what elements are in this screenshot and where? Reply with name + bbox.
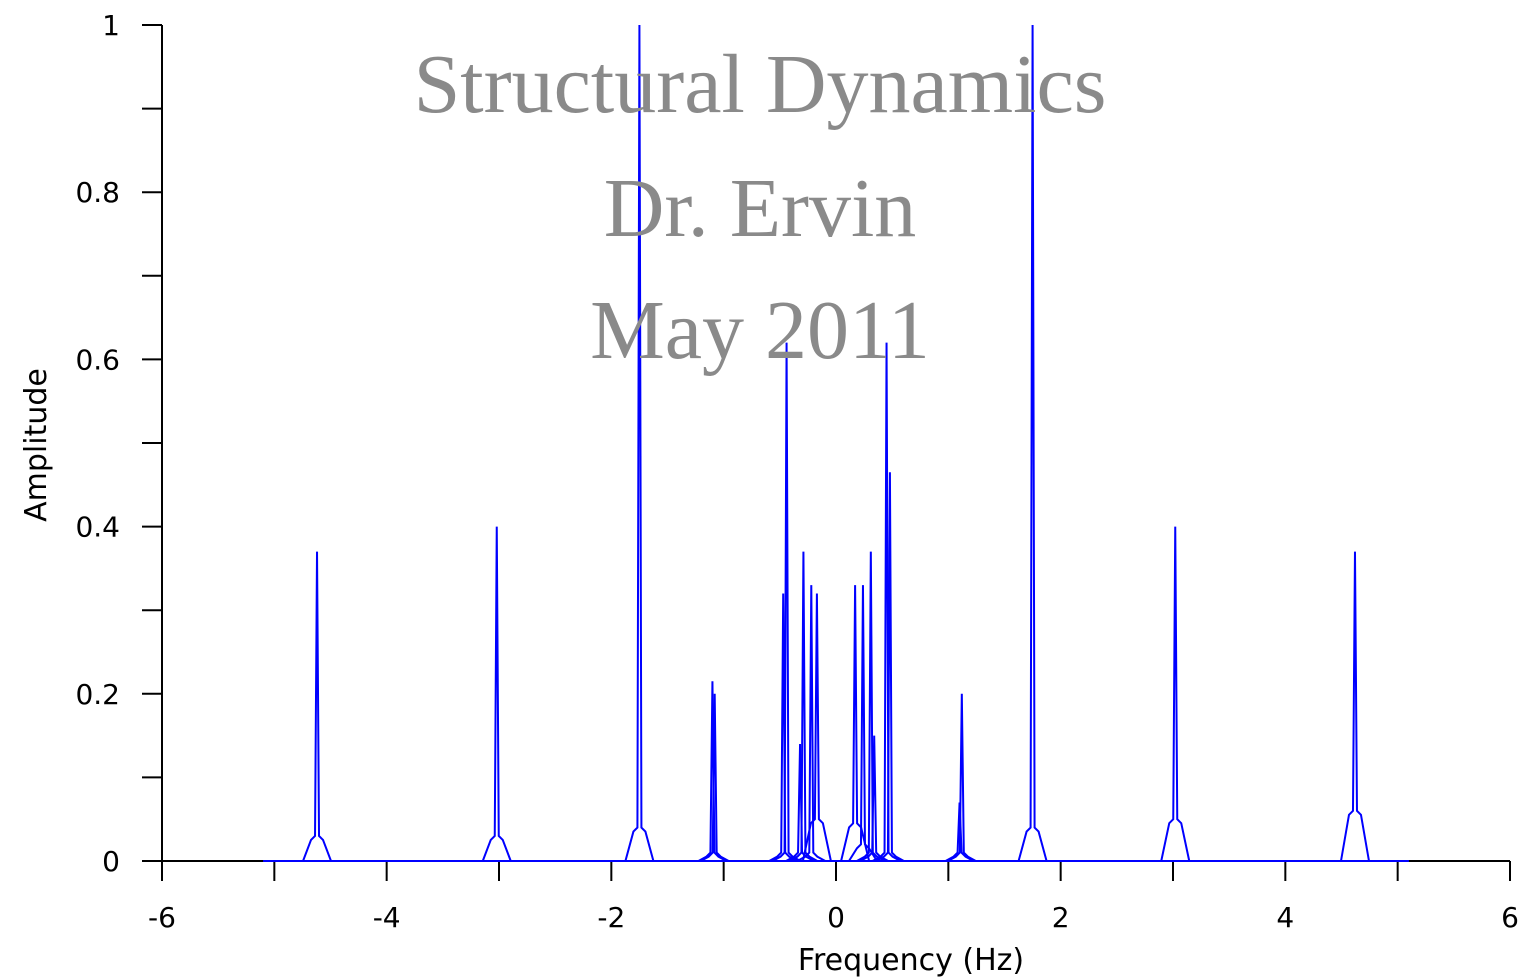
series-peak xyxy=(1339,551,1370,862)
overlay-title-line-3: May 2011 xyxy=(590,284,930,377)
overlay-title-line-1: Structural Dynamics xyxy=(414,38,1107,131)
series-peak xyxy=(1160,526,1191,862)
x-tick-label: -2 xyxy=(597,901,625,934)
series-peak xyxy=(772,342,802,862)
x-tick-label: 6 xyxy=(1501,901,1519,934)
y-tick-label: 0 xyxy=(102,845,120,878)
x-tick-label: 0 xyxy=(827,901,845,934)
series-peak xyxy=(947,693,977,862)
y-tick-label: 1 xyxy=(102,9,120,42)
series-peak xyxy=(624,24,655,862)
series-peak xyxy=(768,593,798,862)
series-peak xyxy=(302,551,332,862)
series-amplitude xyxy=(263,24,1409,862)
series-peak xyxy=(481,526,512,862)
y-tick-label: 0.4 xyxy=(75,511,120,544)
series-peak xyxy=(801,593,832,862)
overlay-title-line-2: Dr. Ervin xyxy=(604,162,917,255)
x-axis-title: Frequency (Hz) xyxy=(798,943,1024,977)
series-peak xyxy=(796,585,826,862)
series-peak xyxy=(872,342,902,862)
series-peak xyxy=(700,693,730,862)
y-tick-label: 0.2 xyxy=(75,678,120,711)
x-tick-label: -4 xyxy=(373,901,401,934)
y-tick-label: 0.8 xyxy=(75,176,120,209)
x-tick-label: -6 xyxy=(148,901,176,934)
series-peak xyxy=(875,472,905,862)
series-peak xyxy=(1017,24,1048,862)
x-tick-label: 4 xyxy=(1276,901,1294,934)
axes: 0 0.2 0.4 0.6 0.8 1 -6 -4 -2 0 2 4 6 Frequency (Hz) Am… xyxy=(19,9,1519,977)
series-peak xyxy=(788,551,818,862)
y-axis-title: Amplitude xyxy=(19,368,54,522)
series-peak xyxy=(697,681,727,862)
y-tick-label: 0.6 xyxy=(75,343,120,376)
x-tick-label: 2 xyxy=(1052,901,1070,934)
series-peak xyxy=(856,551,886,862)
title-overlay: Structural Dynamics Dr. Ervin May 2011 xyxy=(414,38,1107,377)
